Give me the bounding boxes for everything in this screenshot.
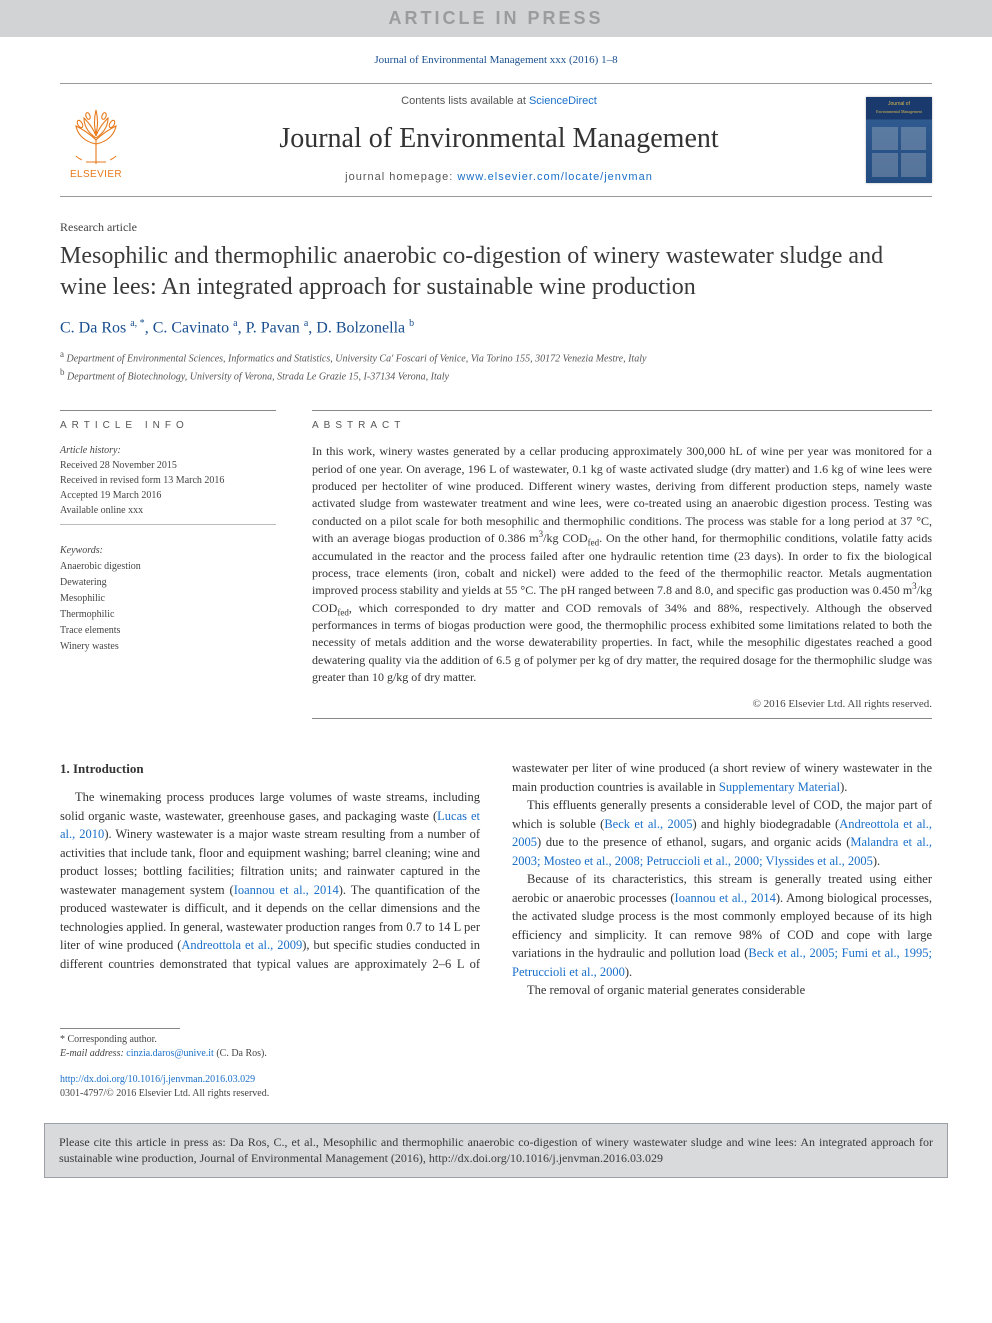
cover-title: Journal of [866,101,932,108]
keyword-0: Anaerobic digestion [60,561,141,572]
keyword-4: Trace elements [60,625,120,636]
cite-beck-2005[interactable]: Beck et al., 2005 [604,817,692,831]
article-title: Mesophilic and thermophilic anaerobic co… [60,241,932,302]
p2b: ) and highly biodegradable ( [693,817,840,831]
intro-heading: 1. Introduction [60,759,480,778]
affiliations: a Department of Environmental Sciences, … [60,348,932,385]
footnote-block: * Corresponding author. E-mail address: … [60,1028,932,1101]
article-type: Research article [60,219,932,236]
affiliation-a-text: Department of Environmental Sciences, In… [67,353,647,364]
email-label: E-mail address: [60,1048,126,1059]
doi-line: http://dx.doi.org/10.1016/j.jenvman.2016… [60,1073,932,1087]
email-link[interactable]: cinzia.daros@unive.it [126,1048,214,1059]
cover-subtitle: Environmental Management [866,109,932,115]
intro-para-2: This effluents generally presents a cons… [512,796,932,870]
journal-cover-thumb: Journal of Environmental Management [866,97,932,183]
keywords-head: Keywords: [60,545,103,556]
journal-center: Contents lists available at ScienceDirec… [150,94,848,186]
keywords-block: Keywords: Anaerobic digestion Dewatering… [60,543,276,655]
abstract-bottom-rule [312,718,932,719]
keyword-5: Winery wastes [60,641,119,652]
keyword-2: Mesophilic [60,593,105,604]
p4: The removal of organic material generate… [527,983,805,997]
authors: C. Da Ros a, *, C. Cavinato a, P. Pavan … [60,317,932,340]
p1a: The winemaking process produces large vo… [60,790,480,823]
article-info-column: ARTICLE INFO Article history: Received 2… [60,410,276,719]
email-tail: (C. Da Ros). [214,1048,267,1059]
cite-ioannou-2014[interactable]: Ioannou et al., 2014 [234,883,339,897]
copyright: © 2016 Elsevier Ltd. All rights reserved… [312,697,932,712]
affiliation-b-text: Department of Biotechnology, University … [67,371,449,382]
cite-ioannou-2014b[interactable]: Ioannou et al., 2014 [675,891,776,905]
history-online: Available online xxx [60,505,143,516]
footnote-rule [60,1028,180,1029]
history-revised: Received in revised form 13 March 2016 [60,475,224,486]
supplementary-material-link[interactable]: Supplementary Material [719,780,840,794]
p1e: ). [840,780,847,794]
affiliation-b: b Department of Biotechnology, Universit… [60,366,932,384]
elsevier-logo: ELSEVIER [60,98,132,182]
journal-homepage: journal homepage: www.elsevier.com/locat… [150,170,848,185]
history-head: Article history: [60,445,121,456]
issn-line: 0301-4797/© 2016 Elsevier Ltd. All right… [60,1087,932,1101]
tree-icon [64,106,128,166]
cite-andreottola-2009[interactable]: Andreottola et al., 2009 [181,938,302,952]
history-accepted: Accepted 19 March 2016 [60,490,161,501]
corresponding-author: * Corresponding author. [60,1033,932,1047]
affiliation-a: a Department of Environmental Sciences, … [60,348,932,366]
p3c: ). [625,965,632,979]
intro-para-3: Because of its characteristics, this str… [512,870,932,981]
elsevier-wordmark: ELSEVIER [70,168,122,182]
history-received: Received 28 November 2015 [60,460,177,471]
keyword-1: Dewatering [60,577,107,588]
keyword-3: Thermophilic [60,609,114,620]
in-press-banner: ARTICLE IN PRESS [0,0,992,37]
doi-link[interactable]: http://dx.doi.org/10.1016/j.jenvman.2016… [60,1074,255,1085]
journal-title: Journal of Environmental Management [150,119,848,158]
article-info-label: ARTICLE INFO [60,410,276,433]
intro-para-4: The removal of organic material generate… [512,981,932,1000]
email-line: E-mail address: cinzia.daros@unive.it (C… [60,1047,932,1061]
article-history: Article history: Received 28 November 20… [60,443,276,525]
abstract-label: ABSTRACT [312,410,932,433]
homepage-prefix: journal homepage: [345,171,457,183]
contents-line: Contents lists available at ScienceDirec… [150,94,848,109]
running-head: Journal of Environmental Management xxx … [60,37,932,82]
contents-prefix: Contents lists available at [401,95,529,107]
abstract-text: In this work, winery wastes generated by… [312,443,932,686]
cite-this-article-box: Please cite this article in press as: Da… [44,1123,948,1179]
abstract-column: ABSTRACT In this work, winery wastes gen… [312,410,932,719]
journal-header-box: ELSEVIER Contents lists available at Sci… [60,83,932,197]
sciencedirect-link[interactable]: ScienceDirect [529,95,597,107]
p2d: ). [873,854,880,868]
homepage-link[interactable]: www.elsevier.com/locate/jenvman [457,171,652,183]
p2c: ) due to the presence of ethanol, sugars… [537,835,850,849]
body-two-columns: 1. Introduction The winemaking process p… [60,759,932,1000]
